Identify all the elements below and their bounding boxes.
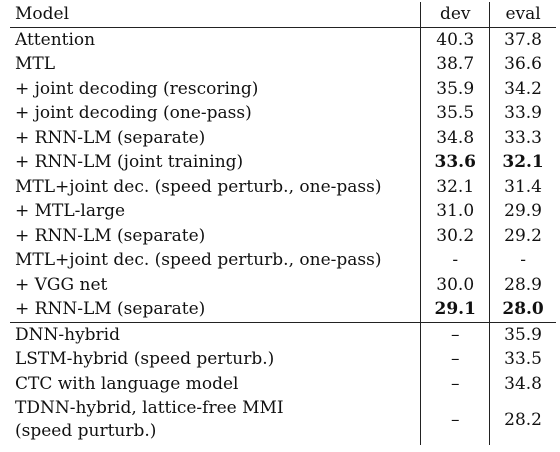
dev-cell: 35.9	[420, 76, 490, 101]
dev-cell: 33.6	[420, 150, 490, 175]
eval-cell: 28.0	[489, 297, 556, 323]
table-row: + RNN-LM (separate) 34.8 33.3	[10, 125, 556, 150]
dev-cell: 30.0	[420, 272, 490, 297]
table-row: MTL+joint dec. (speed perturb., one-pass…	[10, 174, 556, 199]
dev-cell: –	[420, 396, 490, 445]
table-row: CTC with language model –34.8	[10, 371, 556, 396]
eval-cell: -	[489, 248, 556, 273]
eval-cell: 28.9	[489, 272, 556, 297]
table-row: MTL 38.7 36.6	[10, 52, 556, 77]
dev-cell: 38.7	[420, 52, 490, 77]
eval-cell: 28.2	[489, 396, 556, 445]
model-cell: + joint decoding (one-pass)	[15, 103, 252, 123]
model-cell: LSTM-hybrid (speed perturb.)	[15, 349, 275, 369]
model-cell: + RNN-LM (separate)	[15, 225, 206, 246]
model-line-1: TDNN-hybrid, lattice-free MMI	[15, 398, 284, 418]
dev-cell: 29.1	[420, 297, 490, 323]
model-cell: MTL+joint dec. (speed perturb., one-pass…	[15, 250, 382, 270]
eval-cell: 34.2	[489, 76, 556, 101]
eval-cell: 33.3	[489, 125, 556, 150]
eval-cell: 36.6	[489, 52, 556, 77]
eval-cell: 37.8	[489, 27, 556, 52]
table-row: + RNN-LM (separate) 29.1 28.0	[10, 297, 556, 323]
eval-cell: 31.4	[489, 174, 556, 199]
table-row: Attention 40.3 37.8	[10, 27, 556, 52]
dev-cell: –	[420, 371, 490, 396]
table-group-e2e: Attention 40.3 37.8 MTL 38.7 36.6 + joint deco…	[10, 27, 556, 323]
model-cell: TDNN-hybrid, lattice-free MMI (speed purt…	[10, 396, 421, 445]
table-row: + VGG net 30.0 28.9	[10, 272, 556, 297]
table-row: + joint decoding (one-pass) 35.5 33.9	[10, 101, 556, 126]
table-row: + RNN-LM (joint training) 33.6 32.1	[10, 150, 556, 175]
eval-cell: 32.1	[489, 150, 556, 175]
table-row: LSTM-hybrid (speed perturb.) –33.5	[10, 347, 556, 372]
dev-cell: 32.1	[420, 174, 490, 199]
table-row: DNN-hybrid –35.9	[10, 322, 556, 347]
table-row: + joint decoding (rescoring) 35.9 34.2	[10, 76, 556, 101]
eval-cell: 33.9	[489, 101, 556, 126]
table-row: TDNN-hybrid, lattice-free MMI (speed purt…	[10, 396, 556, 445]
model-cell: + MTL-large	[15, 201, 126, 221]
dev-cell: 35.5	[420, 101, 490, 126]
model-cell: + RNN-LM (separate)	[10, 297, 421, 323]
model-cell: + RNN-LM (joint training)	[15, 152, 244, 172]
dev-cell: –	[420, 347, 490, 372]
model-cell: MTL	[15, 54, 56, 74]
header-dev: dev	[420, 2, 490, 28]
model-cell: + RNN-LM (separate)	[15, 127, 206, 148]
eval-cell: 29.9	[489, 199, 556, 224]
header-eval: eval	[489, 2, 556, 28]
dev-cell: 30.2	[420, 223, 490, 248]
model-cell: + joint decoding (rescoring)	[15, 78, 259, 99]
eval-cell: 29.2	[489, 223, 556, 248]
table-row: + RNN-LM (separate) 30.2 29.2	[10, 223, 556, 248]
dev-cell: 40.3	[420, 27, 490, 52]
eval-cell: 34.8	[489, 371, 556, 396]
table-row: + MTL-large 31.0 29.9	[10, 199, 556, 224]
results-table-container: Model dev eval Attention 40.3 37.8 MTL 38.7 3…	[10, 2, 556, 445]
header-model: Model	[10, 2, 421, 28]
model-line-2: (speed purturb.)	[15, 421, 157, 441]
dev-cell: –	[420, 322, 490, 347]
dev-cell: -	[420, 248, 490, 273]
dev-cell: 34.8	[420, 125, 490, 150]
model-cell: MTL+joint dec. (speed perturb., one-pass…	[15, 176, 382, 197]
eval-cell: 33.5	[489, 347, 556, 372]
eval-cell: 35.9	[489, 322, 556, 347]
table-row: MTL+joint dec. (speed perturb., one-pass…	[10, 248, 556, 273]
model-cell: DNN-hybrid	[15, 324, 121, 345]
model-cell: Attention	[15, 29, 96, 50]
dev-cell: 31.0	[420, 199, 490, 224]
model-cell: CTC with language model	[15, 373, 239, 394]
table-header-row: Model dev eval	[10, 2, 556, 28]
model-cell: + VGG net	[15, 274, 108, 295]
results-table: Model dev eval Attention 40.3 37.8 MTL 38.7 3…	[10, 2, 556, 445]
table-group-hybrid: DNN-hybrid –35.9 LSTM-hybrid (speed pertur…	[10, 322, 556, 445]
